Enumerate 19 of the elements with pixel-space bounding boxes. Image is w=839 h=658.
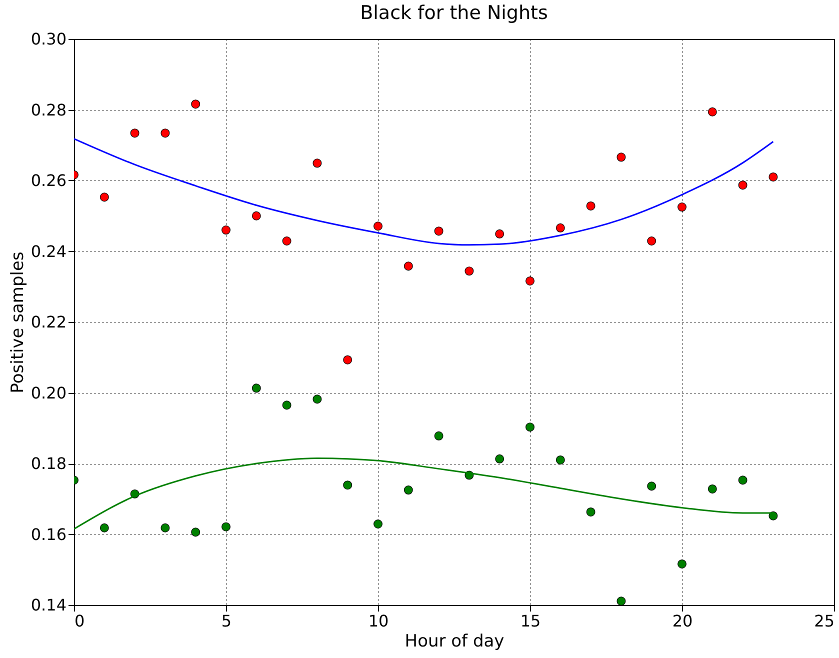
x-tick-label: 5: [221, 612, 232, 630]
y-tick-label: 0.26: [30, 171, 66, 190]
x-tick-label: 15: [520, 612, 541, 630]
x-tick-label: 0: [74, 612, 85, 630]
line-series: [74, 138, 774, 246]
y-tick-label: 0.28: [30, 100, 66, 120]
y-tick-label: 0.24: [30, 242, 66, 261]
chart-title: Black for the Nights: [360, 2, 548, 24]
y-tick-label: 0.14: [30, 596, 66, 614]
y-tick-label: 0.20: [30, 383, 66, 402]
x-tick-label: 10: [368, 612, 389, 630]
y-axis-title: Positive samples: [8, 252, 28, 394]
y-tick-label: 0.30: [30, 30, 66, 48]
y-tick-label: 0.16: [30, 524, 66, 544]
x-axis-title: Hour of day: [404, 632, 504, 652]
x-tick-label: 20: [672, 612, 693, 630]
x-tick-label: 25: [814, 612, 834, 630]
y-tick-label: 0.22: [30, 312, 66, 332]
y-tick-label: 0.18: [30, 454, 66, 473]
